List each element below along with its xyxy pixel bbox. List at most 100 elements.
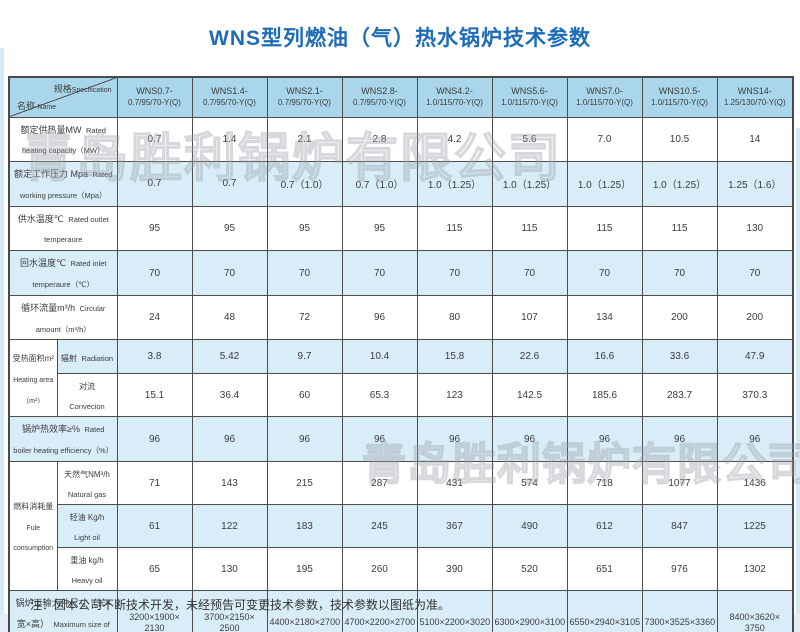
value-cell: 1.0（1.25） (566, 161, 643, 207)
value-cell: 10.5 (641, 116, 718, 163)
value-cell: 5.42 (191, 339, 268, 375)
value-cell: 490 (491, 504, 568, 549)
sublabel-light-oil: 轻油 Kg/h Light oil (56, 504, 118, 549)
row-outlet-temperature: 供水温度℃ Rated outlet temperaure 95 95 95 9… (8, 205, 794, 252)
value-cell: 7.0 (566, 116, 643, 163)
value-cell: 3700×2150× 2500 (191, 590, 268, 632)
value-cell: 122 (191, 504, 268, 549)
label-rated-heating-capacity: 额定供热量MW Rated heating capacity（MW） (8, 116, 118, 163)
value-cell: 390 (416, 547, 493, 592)
row-circulation-flow: 循环流量m³/h Circular amount（m³/h） 24 48 72 … (8, 294, 794, 341)
right-edge-strip (796, 128, 800, 632)
value-cell: 3200×1900× 2130 (116, 590, 193, 632)
value-cell: 7300×3525×3360 (641, 590, 718, 632)
value-cell: 183 (266, 504, 343, 549)
value-cell: 1.4 (191, 116, 268, 163)
column-header: WNS7.0- 1.0/115/70-Y(Q) (566, 76, 643, 118)
value-cell: 95 (116, 205, 193, 252)
value-cell: 14 (716, 116, 794, 163)
value-cell: 96 (566, 416, 643, 463)
value-cell: 5.6 (491, 116, 568, 163)
value-cell: 72 (266, 294, 343, 341)
value-cell: 200 (641, 294, 718, 341)
value-cell: 0.7 (116, 116, 193, 163)
label-boiler-efficiency: 锅炉热效率≥% Rated boiler heating efficiency（… (8, 416, 118, 463)
value-cell: 718 (566, 461, 643, 506)
label-rated-working-pressure: 额定工作压力 Mpa Rated working pressure（Mpa） (8, 161, 118, 207)
value-cell: 1077 (641, 461, 718, 506)
value-cell: 115 (491, 205, 568, 252)
value-cell: 70 (716, 250, 794, 296)
value-cell: 22.6 (491, 339, 568, 375)
sublabel-convection: 对流 Convecion (56, 373, 118, 418)
value-cell: 1.25（1.6） (716, 161, 794, 207)
group-heating-area: 受热面积m² Heating area（m²） (8, 339, 58, 418)
value-cell: 370.3 (716, 373, 794, 418)
value-cell: 245 (341, 504, 418, 549)
value-cell: 574 (491, 461, 568, 506)
label-outlet-temperature: 供水温度℃ Rated outlet temperaure (8, 205, 118, 252)
value-cell: 0.7 (191, 161, 268, 207)
column-header: WNS4.2- 1.0/115/70-Y(Q) (416, 76, 493, 118)
column-header: WNS0.7- 0.7/95/70-Y(Q) (116, 76, 193, 118)
value-cell: 195 (266, 547, 343, 592)
value-cell: 1.0（1.25） (491, 161, 568, 207)
value-cell: 36.4 (191, 373, 268, 418)
value-cell: 9.7 (266, 339, 343, 375)
column-header: WNS5.6- 1.0/115/70-Y(Q) (491, 76, 568, 118)
value-cell: 215 (266, 461, 343, 506)
row-inlet-temperature: 回水温度℃ Rated inlet temperaure（℃） 70 70 70… (8, 250, 794, 296)
value-cell: 130 (191, 547, 268, 592)
value-cell: 70 (416, 250, 493, 296)
value-cell: 2.1 (266, 116, 343, 163)
left-edge-strip (0, 48, 4, 632)
value-cell: 367 (416, 504, 493, 549)
value-cell: 47.9 (716, 339, 794, 375)
value-cell: 10.4 (341, 339, 418, 375)
value-cell: 847 (641, 504, 718, 549)
value-cell: 283.7 (641, 373, 718, 418)
value-cell: 96 (716, 416, 794, 463)
page-title: WNS型列燃油（气）热水锅炉技术参数 (209, 27, 591, 50)
value-cell: 4700×2200×2700 (341, 590, 418, 632)
value-cell: 612 (566, 504, 643, 549)
value-cell: 15.8 (416, 339, 493, 375)
value-cell: 107 (491, 294, 568, 341)
corner-name-label: 名称 Name (17, 100, 57, 111)
value-cell: 96 (641, 416, 718, 463)
value-cell: 96 (341, 294, 418, 341)
value-cell: 65 (116, 547, 193, 592)
row-fuel-heavy-oil: 重油 kg/h Heavy oil 65 130 195 260 390 520… (9, 547, 794, 592)
row-heating-area-convection: 对流 Convecion 15.1 36.4 60 65.3 123 142.5… (9, 373, 794, 418)
value-cell: 96 (266, 416, 343, 463)
column-header: WNS2.8- 0.7/95/70-Y(Q) (341, 76, 418, 118)
row-fuel-natural-gas: 燃料消耗量 Fule consumption 天然气NM³/h Natural … (8, 461, 794, 592)
label-circulation-flow: 循环流量m³/h Circular amount（m³/h） (8, 294, 118, 341)
value-cell: 143 (191, 461, 268, 506)
column-header: WNS2.1- 0.7/95/70-Y(Q) (266, 76, 343, 118)
value-cell: 70 (341, 250, 418, 296)
value-cell: 134 (566, 294, 643, 341)
value-cell: 33.6 (641, 339, 718, 375)
corner-cell: 规格Specification 名称 Name (8, 76, 118, 118)
value-cell: 5100×2200×3020 (416, 590, 493, 632)
value-cell: 96 (116, 416, 193, 463)
value-cell: 1.0（1.25） (416, 161, 493, 207)
value-cell: 976 (641, 547, 718, 592)
value-cell: 520 (491, 547, 568, 592)
row-shipping-size: 锅炉运输大件尺寸（长×宽×高） Maximum size of shipping… (8, 590, 794, 632)
sublabel-heavy-oil: 重油 kg/h Heavy oil (56, 547, 118, 592)
value-cell: 431 (416, 461, 493, 506)
value-cell: 651 (566, 547, 643, 592)
value-cell: 0.7（1.0） (266, 161, 343, 207)
boiler-parameters-table: 规格Specification 名称 Name WNS0.7- 0.7/95/70… (8, 76, 794, 632)
value-cell: 60 (266, 373, 343, 418)
row-boiler-efficiency: 锅炉热效率≥% Rated boiler heating efficiency（… (8, 416, 794, 463)
value-cell: 70 (566, 250, 643, 296)
value-cell: 142.5 (491, 373, 568, 418)
value-cell: 70 (641, 250, 718, 296)
column-header: WNS14- 1.25/130/70-Y(Q) (716, 76, 794, 118)
row-rated-working-pressure: 额定工作压力 Mpa Rated working pressure（Mpa） 0… (8, 161, 794, 207)
row-heating-area-radiation: 受热面积m² Heating area（m²） 辐射 Radiation 3.8… (8, 339, 794, 418)
